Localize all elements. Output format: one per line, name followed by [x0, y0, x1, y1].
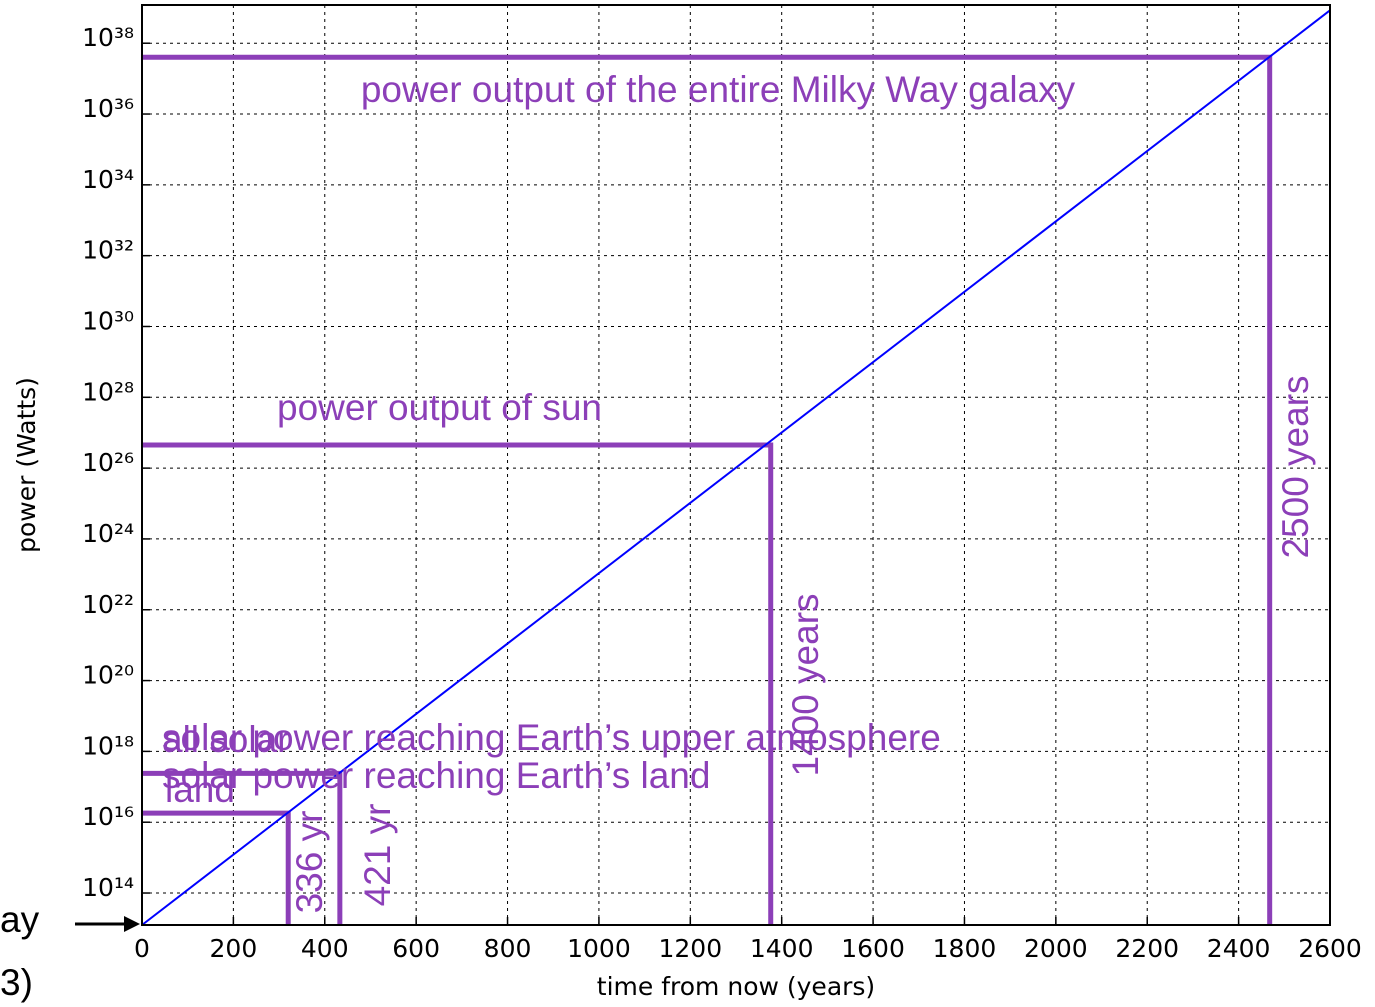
y-axis-label: power (Watts) [12, 377, 41, 553]
x-tick-label: 2600 [1298, 934, 1362, 963]
y-tick-label: 10³⁴ [82, 165, 134, 194]
x-tick-label: 600 [392, 934, 440, 963]
x-tick-label: 200 [210, 934, 258, 963]
x-tick-label: 1800 [933, 934, 997, 963]
annotation: 336 yr [289, 811, 330, 914]
y-tick-label: 10³² [82, 236, 134, 265]
y-tick-label: 10³⁶ [82, 94, 134, 123]
annotation: solar power reaching Earth’s land [162, 755, 710, 796]
y-tick-label: 10²⁰ [82, 661, 134, 690]
arrow-head [124, 916, 140, 932]
x-tick-label: 1200 [658, 934, 722, 963]
x-tick-label: 1000 [567, 934, 631, 963]
x-tick-label: 800 [484, 934, 532, 963]
x-tick-label: 2200 [1115, 934, 1179, 963]
y-tick-label: 10¹⁶ [82, 802, 134, 831]
x-axis-label: time from now (years) [597, 972, 875, 1001]
y-tick-label: 10³⁰ [82, 306, 134, 335]
annotation: solar power reaching Earth’s upper atmos… [162, 717, 941, 758]
annotation: 421 yr [357, 804, 398, 907]
y-tick-label: 10³⁸ [82, 23, 134, 52]
annotation: all solar [162, 719, 290, 760]
y-tick-label: 10²² [82, 590, 134, 619]
annotation: land [165, 769, 235, 810]
annotation: 3) [0, 962, 33, 1003]
y-tick-label: 10¹⁴ [82, 873, 134, 902]
y-tick-label: 10¹⁸ [82, 731, 134, 760]
annotation: 1400 years [785, 593, 826, 776]
y-tick-label: 10²⁶ [82, 448, 134, 477]
x-tick-label: 1600 [841, 934, 905, 963]
annotation: power output of the entire Milky Way gal… [361, 69, 1076, 110]
annotation: 2500 years [1275, 375, 1316, 558]
x-tick-label: 1400 [750, 934, 814, 963]
reference-line [142, 442, 774, 925]
plot-frame [141, 4, 1331, 926]
y-tick-label: 10²⁴ [82, 519, 134, 548]
annotation: power output of sun [277, 387, 602, 428]
annotation: ay [0, 899, 40, 940]
x-tick-label: 0 [134, 934, 150, 963]
x-tick-label: 400 [301, 934, 349, 963]
data-line [141, 9, 1331, 926]
x-tick-label: 2000 [1024, 934, 1088, 963]
y-tick-label: 10²⁸ [82, 377, 134, 406]
x-tick-label: 2400 [1207, 934, 1271, 963]
